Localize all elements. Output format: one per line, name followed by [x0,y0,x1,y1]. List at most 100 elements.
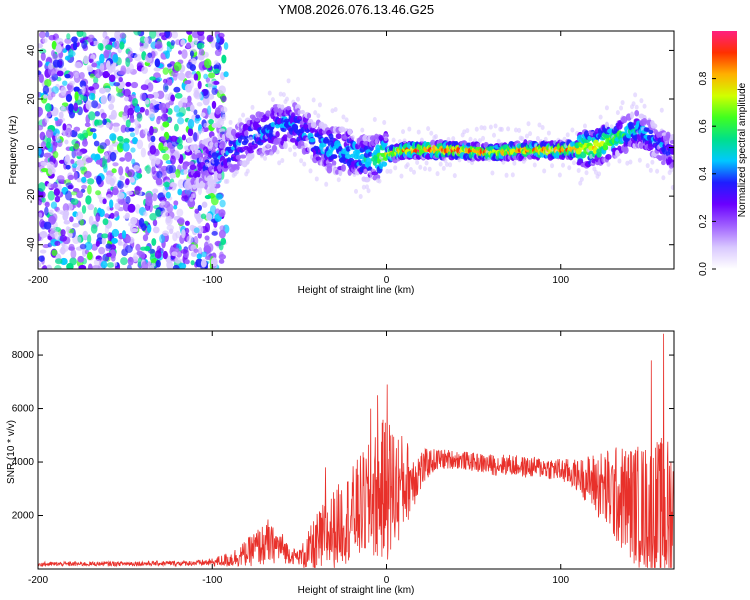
heatmap-cell [493,123,498,129]
heatmap-cell [609,124,614,130]
heatmap-cell [200,259,207,268]
heatmap-cell [88,58,94,63]
heatmap-cell [142,128,149,135]
heatmap-cell [407,126,412,132]
heatmap-cell [79,166,86,171]
heatmap-cell [451,136,456,142]
heatmap-cell [457,157,462,163]
heatmap-cell [76,151,83,156]
heatmap-cell [350,135,355,141]
heatmap-cell [184,80,189,85]
heatmap-cell [143,211,148,217]
heatmap-cell [203,122,208,128]
heatmap-cell [338,168,343,177]
heatmap-cell [59,234,68,242]
heatmap-cell [135,243,141,252]
heatmap-cell [124,96,129,102]
heatmap-cell [189,164,197,170]
heatmap-cell [87,251,93,261]
heatmap-cell [360,127,365,133]
heatmap-cell [123,138,130,144]
heatmap-cell [254,117,261,122]
snr-x-ticks: -200 -100 0 100 [28,331,570,586]
heatmap-cell [60,246,66,255]
heatmap-cell [219,251,224,257]
heatmap-cell [44,103,52,112]
heatmap-cell [302,161,307,167]
heatmap-cell [74,71,79,79]
heatmap-cell [65,44,71,51]
heatmap-cell [62,203,70,213]
heatmap-cell [38,146,42,156]
heatmap-cell [124,151,133,162]
heatmap-cell [187,198,196,208]
heatmap-cell [95,240,100,247]
heatmap-cell [214,142,219,148]
heatmap-cell [38,43,44,49]
heatmap-cell [68,184,74,190]
heatmap-cell [371,171,379,176]
heatmap-cell [152,188,159,194]
heatmap-cell [182,163,188,170]
heatmap-cell [73,102,79,112]
heatmap-cell [363,176,371,183]
heatmap-cell [81,139,88,147]
heatmap-cell [38,91,41,98]
heatmap-cell [625,160,630,166]
heatmap-cell [193,109,198,115]
heatmap-cell [288,147,293,153]
heatmap-cell [194,92,202,100]
heatmap-cell [151,158,156,167]
heatmap-cell [316,113,321,119]
heatmap-cell [550,163,555,169]
heatmap-cell [479,125,484,131]
heatmap-cell [202,88,210,99]
spectrogram-y-tick-label: -40 [26,237,37,252]
heatmap-cell [94,110,100,117]
heatmap-cell [87,184,92,195]
heatmap-cell [47,190,55,201]
heatmap-cell [197,80,202,90]
heatmap-cell [200,112,206,117]
heatmap-cell [111,228,120,237]
heatmap-cell [213,80,220,85]
heatmap-cell [177,188,183,196]
heatmap-cell [83,170,92,179]
heatmap-cell [280,104,285,110]
heatmap-cell [102,118,107,126]
heatmap-cell [339,127,344,133]
heatmap-cell [77,133,84,139]
heatmap-cell [176,208,184,217]
heatmap-cell [78,71,85,80]
heatmap-cell [364,184,369,190]
heatmap-cell [266,143,271,149]
heatmap-cell [393,165,398,171]
heatmap-cell [188,161,195,166]
heatmap-cell [43,152,52,158]
heatmap-cell [465,128,470,134]
heatmap-cell [193,37,199,45]
heatmap-cell [124,126,131,133]
heatmap-cell [155,177,163,186]
heatmap-cell [44,206,49,216]
heatmap-cell [670,185,674,191]
heatmap-cell [106,252,112,257]
heatmap-cell [198,152,204,159]
heatmap-cell [488,124,493,130]
heatmap-cell [184,83,193,93]
heatmap-cell [446,137,451,143]
heatmap-cell [148,108,155,118]
heatmap-cell [108,74,116,83]
heatmap-cell [173,247,180,253]
heatmap-cell [125,196,131,205]
heatmap-cell [73,171,78,181]
heatmap-cell [149,145,157,155]
heatmap-cell [314,176,319,182]
heatmap-cell [526,121,531,127]
heatmap-cell [87,66,94,73]
heatmap-cell [597,171,602,177]
heatmap-cell [52,53,59,60]
colorbar-tick-label: 0.6 [698,119,709,133]
heatmap-cell [186,235,194,244]
heatmap-cell [207,175,214,181]
